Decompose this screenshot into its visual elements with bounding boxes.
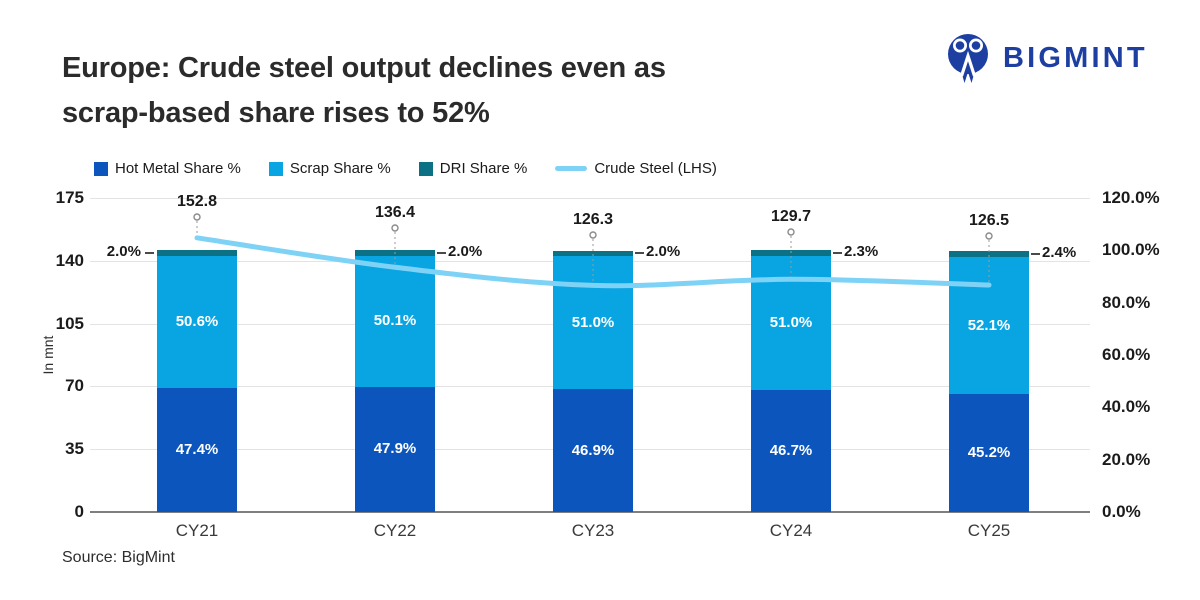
legend-label: Scrap Share %	[289, 160, 391, 177]
bigmint-logo-text: BIGMINT	[1003, 41, 1148, 74]
dri-bar-segment	[553, 250, 633, 256]
dri-label-dash	[635, 252, 644, 255]
hot-metal-share-label: 46.7%	[769, 441, 813, 459]
left-axis-tick: 70	[65, 376, 84, 396]
source-note: Source: BigMint	[62, 549, 175, 566]
left-axis-tick: 140	[55, 250, 84, 270]
hot-metal-swatch-icon	[94, 161, 108, 176]
dri-share-label: 2.0%	[106, 242, 141, 260]
legend-item-crude-steel: Crude Steel (LHS)	[555, 160, 717, 177]
left-axis-tick: 105	[55, 313, 84, 333]
callout-marker-icon	[391, 224, 399, 232]
page-title: Europe: Crude steel output declines even…	[62, 46, 822, 136]
dri-bar-segment	[751, 250, 831, 257]
scrap-share-label: 50.6%	[175, 312, 219, 330]
right-axis-tick: 60.0%	[1102, 345, 1151, 364]
title-line-2: scrap-based share rises to 52%	[62, 97, 490, 129]
hot-metal-share-label: 47.4%	[175, 440, 219, 458]
x-axis-category-label: CY25	[967, 521, 1011, 540]
crude-steel-value-label: 126.3	[572, 211, 614, 228]
right-axis-tick: 40.0%	[1102, 397, 1151, 417]
x-axis-line	[90, 511, 1090, 513]
dri-swatch-icon	[418, 161, 433, 176]
right-axis-tick: 100.0%	[1102, 240, 1160, 260]
left-axis-tick: 175	[55, 188, 84, 207]
scrap-share-label: 52.1%	[967, 316, 1011, 334]
callout-marker-icon	[787, 228, 795, 236]
dri-label-dash	[833, 252, 842, 255]
bigmint-logo: BIGMINT	[942, 30, 1148, 86]
dri-label-dash	[437, 251, 446, 254]
chart-legend: Hot Metal Share % Scrap Share % DRI Shar…	[94, 160, 717, 177]
hot-metal-bar-segment	[553, 389, 633, 512]
dri-share-label: 2.3%	[844, 243, 879, 261]
callout-marker-icon	[589, 231, 597, 239]
crude-steel-value-label: 126.5	[968, 212, 1010, 229]
dri-bar-segment	[949, 251, 1029, 258]
dri-label-dash	[145, 251, 154, 254]
callout-marker-icon	[193, 213, 201, 221]
left-axis-tick: 0	[74, 502, 84, 521]
right-axis-tick: 120.0%	[1102, 188, 1160, 207]
hot-metal-bar-segment	[157, 387, 237, 512]
hot-metal-share-label: 45.2%	[967, 443, 1011, 461]
crude-steel-line-icon	[555, 166, 588, 171]
legend-item-scrap: Scrap Share %	[268, 160, 391, 177]
x-axis-category-label: CY23	[571, 521, 615, 540]
crude-steel-value-label: 129.7	[770, 208, 812, 225]
legend-label: Crude Steel (LHS)	[594, 160, 717, 177]
hot-metal-share-label: 47.9%	[373, 440, 417, 458]
scrap-share-label: 50.1%	[373, 312, 417, 330]
crude-steel-value-label: 152.8	[176, 193, 218, 210]
scrap-share-label: 51.0%	[571, 313, 615, 331]
x-axis-category-label: CY21	[175, 521, 219, 540]
hot-metal-share-label: 46.9%	[571, 441, 615, 459]
x-axis-category-label: CY24	[769, 521, 813, 540]
left-axis-tick: 35	[65, 439, 84, 459]
bigmint-logo-icon	[942, 30, 994, 86]
legend-label: Hot Metal Share %	[115, 160, 241, 177]
hot-metal-bar-segment	[751, 389, 831, 512]
dri-label-dash	[1031, 253, 1040, 256]
dri-share-label: 2.0%	[646, 243, 681, 261]
left-axis-title: In mnt	[40, 335, 56, 375]
callout-marker-icon	[985, 232, 993, 240]
right-axis-tick: 0.0%	[1102, 502, 1141, 521]
gridline	[90, 198, 1090, 199]
dri-bar-segment	[355, 250, 435, 256]
legend-item-hot-metal: Hot Metal Share %	[94, 160, 241, 177]
dri-share-label: 2.4%	[1042, 244, 1077, 262]
hot-metal-bar-segment	[355, 386, 435, 512]
dri-share-label: 2.0%	[448, 242, 483, 260]
x-axis-category-label: CY22	[373, 521, 417, 540]
right-axis-tick: 20.0%	[1102, 449, 1151, 469]
hot-metal-bar-segment	[949, 393, 1029, 512]
crude-steel-value-label: 136.4	[374, 204, 416, 221]
legend-item-dri: DRI Share %	[418, 160, 528, 177]
dri-bar-segment	[157, 250, 237, 256]
right-axis-tick: 80.0%	[1102, 292, 1151, 312]
legend-label: DRI Share %	[439, 160, 528, 177]
title-line-1: Europe: Crude steel output declines even…	[62, 52, 666, 84]
scrap-swatch-icon	[268, 161, 283, 176]
scrap-share-label: 51.0%	[769, 314, 813, 332]
